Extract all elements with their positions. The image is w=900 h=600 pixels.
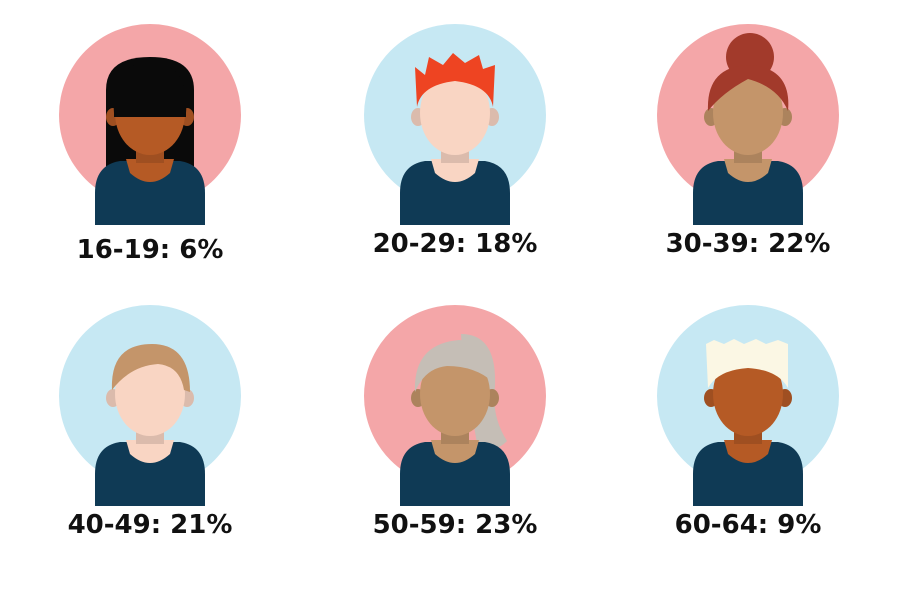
neck bbox=[126, 159, 174, 182]
neck bbox=[724, 159, 772, 182]
neck bbox=[724, 440, 772, 463]
age-group-label: 60-64: 9% bbox=[675, 510, 822, 540]
age-group-label: 50-59: 23% bbox=[373, 510, 538, 540]
avatar-50-59: 50-59: 23% bbox=[364, 305, 546, 540]
shirt bbox=[400, 161, 510, 225]
hair-front bbox=[113, 61, 187, 117]
face bbox=[420, 352, 490, 436]
avatar-30-39: 30-39: 22% bbox=[657, 24, 839, 259]
neck bbox=[431, 159, 479, 182]
face bbox=[115, 352, 185, 436]
avatar-60-64: 60-64: 9% bbox=[657, 305, 839, 540]
hair-front bbox=[111, 344, 190, 392]
shirt bbox=[95, 442, 205, 506]
avatar-20-29: 20-29: 18% bbox=[364, 24, 546, 259]
hair-front bbox=[707, 65, 789, 111]
age-group-label: 40-49: 21% bbox=[68, 510, 233, 540]
hair-front bbox=[706, 339, 788, 388]
age-group-label: 20-29: 18% bbox=[373, 229, 538, 259]
face bbox=[420, 71, 490, 155]
avatar-40-49: 40-49: 21% bbox=[59, 305, 241, 540]
age-group-label: 30-39: 22% bbox=[666, 229, 831, 259]
face bbox=[713, 71, 783, 155]
avatar-16-19: 16-19: 6% bbox=[59, 24, 241, 265]
neck bbox=[431, 440, 479, 463]
shirt bbox=[693, 161, 803, 225]
age-group-label: 16-19: 6% bbox=[77, 235, 224, 265]
shirt bbox=[693, 442, 803, 506]
shirt bbox=[400, 442, 510, 506]
face bbox=[713, 352, 783, 436]
neck bbox=[126, 440, 174, 463]
shirt bbox=[95, 161, 205, 225]
hair-front bbox=[414, 340, 493, 392]
hair-front bbox=[415, 53, 495, 107]
